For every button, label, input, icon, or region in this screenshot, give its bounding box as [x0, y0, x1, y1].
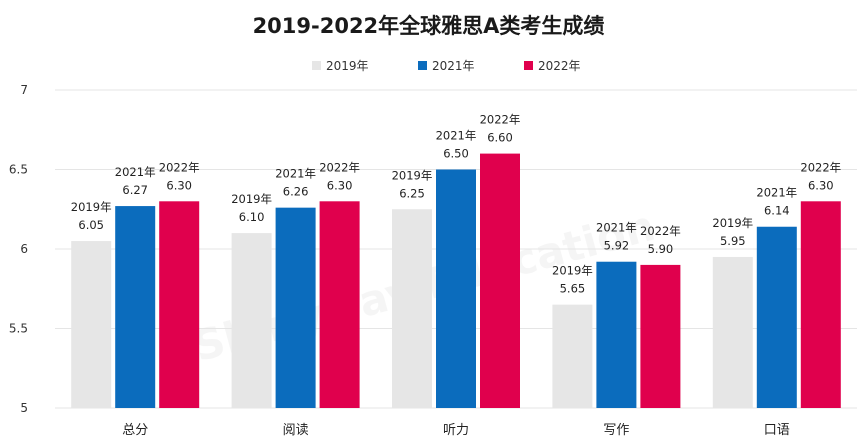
- data-label-value: 6.50: [443, 147, 469, 161]
- data-label-value: 6.10: [239, 210, 265, 224]
- bar: [800, 201, 841, 408]
- legend-item-2019: 2019年: [312, 57, 369, 74]
- x-category-label: 阅读: [283, 423, 309, 438]
- legend-swatch-2019: [312, 61, 321, 70]
- bar: [640, 264, 681, 408]
- data-label-value: 6.25: [399, 186, 425, 200]
- legend-label-2022: 2022年: [538, 59, 581, 73]
- data-label-series: 2021年: [596, 221, 637, 235]
- bar: [275, 207, 316, 408]
- bar: [319, 201, 360, 408]
- data-label-series: 2021年: [756, 186, 797, 200]
- legend-label-2019: 2019年: [326, 59, 369, 73]
- bar: [480, 153, 520, 408]
- data-label-series: 2019年: [392, 168, 433, 182]
- data-label-series: 2019年: [231, 192, 272, 206]
- y-tick-label: 5.5: [9, 322, 28, 336]
- bar: [159, 201, 200, 408]
- data-label-series: 2021年: [436, 129, 477, 143]
- data-label-series: 2019年: [71, 200, 112, 214]
- chart-title: 2019-2022年全球雅思A类考生成绩: [252, 14, 605, 38]
- bar: [552, 304, 593, 408]
- legend-label-2021: 2021年: [432, 59, 475, 73]
- x-category-label: 口语: [764, 423, 790, 438]
- y-tick-label: 7: [20, 83, 28, 97]
- x-category-label: 写作: [603, 423, 629, 438]
- bar: [231, 233, 272, 408]
- data-label-series: 2022年: [319, 160, 360, 174]
- data-label-series: 2019年: [552, 264, 593, 278]
- legend-swatch-2022: [524, 61, 533, 70]
- data-label-series: 2022年: [480, 113, 521, 127]
- bar: [436, 169, 476, 408]
- data-label-value: 6.30: [327, 178, 353, 192]
- data-label-value: 5.90: [648, 242, 674, 256]
- bar: [392, 209, 432, 408]
- data-label-value: 5.92: [604, 239, 630, 253]
- data-label-value: 5.65: [560, 282, 586, 296]
- bar: [71, 241, 112, 408]
- data-label-value: 6.26: [283, 185, 309, 199]
- legend: 2019年 2021年 2022年: [0, 57, 857, 75]
- y-tick-label: 5: [20, 401, 28, 415]
- y-tick-label: 6: [20, 242, 28, 256]
- data-label-value: 6.60: [487, 131, 513, 145]
- data-label-series: 2022年: [640, 224, 681, 238]
- data-label-series: 2022年: [800, 160, 841, 174]
- bar: [756, 226, 797, 408]
- data-label-value: 6.05: [78, 218, 104, 232]
- x-category-label: 听力: [443, 423, 469, 438]
- data-label-series: 2021年: [115, 165, 156, 179]
- data-label-value: 6.30: [166, 178, 192, 192]
- bar: [115, 206, 156, 408]
- data-label-value: 6.27: [122, 183, 148, 197]
- legend-swatch-2021: [418, 61, 427, 70]
- y-tick-label: 6.5: [9, 163, 28, 177]
- data-label-value: 5.95: [720, 234, 746, 248]
- data-label-series: 2019年: [712, 216, 753, 230]
- legend-item-2021: 2021年: [418, 57, 475, 74]
- bar: [596, 261, 637, 408]
- data-label-value: 6.30: [808, 178, 834, 192]
- x-category-label: 总分: [122, 423, 148, 438]
- data-label-series: 2022年: [159, 160, 200, 174]
- data-label-series: 2021年: [275, 167, 316, 181]
- legend-item-2022: 2022年: [524, 57, 581, 74]
- data-label-value: 6.14: [764, 204, 790, 218]
- bar: [712, 256, 753, 408]
